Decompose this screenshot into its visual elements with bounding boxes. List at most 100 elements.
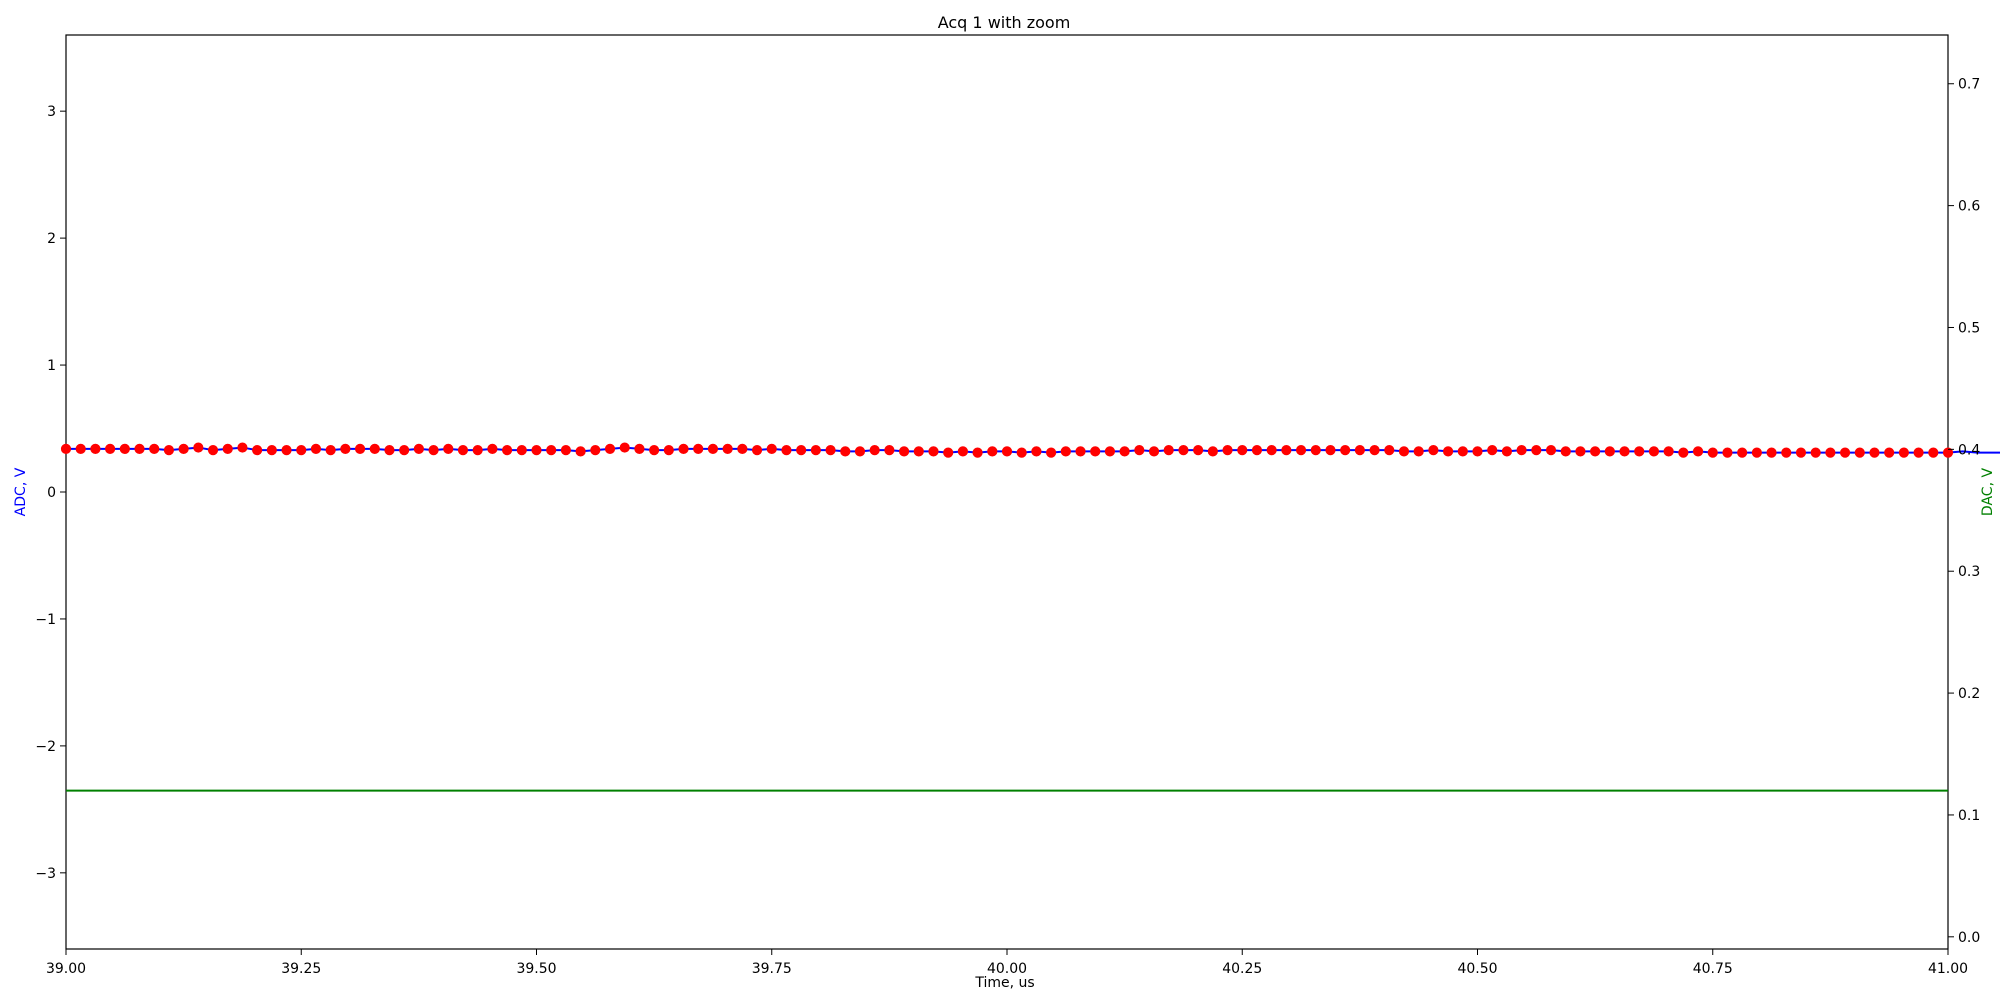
adc-data-point [1869, 447, 1880, 458]
adc-data-point [1472, 446, 1483, 457]
adc-data-point [678, 443, 689, 454]
adc-data-point [1692, 446, 1704, 457]
adc-data-point [1148, 446, 1160, 457]
adc-data-point [1604, 446, 1615, 457]
adc-data-point [1075, 446, 1086, 457]
series-layer [60, 442, 2000, 792]
adc-data-point [884, 445, 895, 456]
adc-data-point [840, 446, 851, 457]
adc-data-point [1104, 446, 1116, 457]
adc-data-point [913, 446, 924, 457]
adc-data-point [60, 443, 72, 454]
adc-data-point [237, 442, 248, 453]
adc-data-point [546, 445, 557, 456]
y-left-tick-label: 0 [47, 485, 56, 501]
x-tick-label: 40.75 [1693, 961, 1733, 977]
y-axis-left-title: ADC, V [13, 467, 29, 516]
adc-data-point [1928, 447, 1939, 458]
adc-data-point [1060, 446, 1071, 457]
x-tick-label: 39.50 [516, 961, 556, 977]
adc-data-point [354, 443, 366, 454]
chart-title: Acq 1 with zoom [938, 13, 1071, 32]
adc-data-point [222, 443, 233, 454]
adc-data-point [472, 445, 483, 456]
x-axis: 39.00 39.25 39.50 39.75 40.00 40.25 40.50 40.75… [46, 949, 1968, 977]
adc-data-point [1178, 445, 1189, 456]
adc-data-point [1678, 447, 1689, 458]
adc-data-point [369, 443, 380, 454]
adc-data-point [1354, 445, 1365, 456]
adc-data-point [1369, 445, 1380, 456]
adc-data-point [590, 445, 601, 456]
adc-data-point [619, 442, 630, 453]
adc-data-point [1516, 445, 1527, 456]
adc-data-point [1340, 445, 1351, 456]
adc-data-point [1634, 446, 1645, 457]
adc-data-point [1501, 446, 1513, 457]
adc-data-point [193, 442, 204, 453]
adc-data-point [1237, 445, 1248, 456]
adc-data-point [575, 446, 586, 457]
adc-data-point [854, 446, 866, 457]
adc-data-point [1398, 446, 1410, 457]
adc-data-point [1163, 445, 1174, 456]
adc-data-point [1575, 446, 1586, 457]
adc-data-point [1898, 447, 1909, 458]
adc-data-point [1134, 445, 1145, 456]
adc-data-point [987, 446, 998, 457]
adc-data-point [1590, 446, 1601, 457]
adc-data-point [810, 445, 821, 456]
adc-data-point [1619, 446, 1630, 457]
adc-data-point [1663, 446, 1674, 457]
adc-data-point [972, 447, 983, 458]
adc-data-point [340, 443, 351, 454]
adc-data-point [560, 445, 572, 456]
y-left-tick-label: 2 [47, 231, 56, 247]
y-right-tick-label: 0.2 [1958, 686, 1980, 702]
y-left-tick-label: 1 [47, 358, 56, 374]
adc-data-point [1560, 446, 1571, 457]
adc-data-point [796, 445, 807, 456]
adc-data-point [737, 443, 748, 454]
adc-data-point [1766, 447, 1777, 458]
y-axis-right: 0.0 0.1 0.2 0.3 0.4 0.5 0.6 0.7 [1948, 77, 1980, 946]
adc-data-point [751, 445, 763, 456]
adc-data-point [90, 443, 101, 454]
y-right-tick-label: 0.0 [1958, 930, 1980, 946]
adc-data-point [413, 443, 424, 454]
adc-data-point [707, 443, 719, 454]
adc-data-point [781, 445, 792, 456]
y-left-tick-label: −2 [35, 739, 56, 755]
y-left-tick-label: −3 [35, 866, 56, 882]
adc-data-point [1266, 445, 1277, 456]
y-axis-right-title: DAC, V [1980, 468, 1996, 517]
adc-data-point [516, 445, 527, 456]
y-left-tick-label: 3 [47, 104, 56, 120]
y-right-tick-label: 0.4 [1958, 442, 1980, 458]
adc-data-point [943, 447, 954, 458]
plot-frame [65, 34, 1949, 950]
adc-data-point [1825, 447, 1836, 458]
adc-data-point [1119, 446, 1130, 457]
adc-data-point [1222, 445, 1233, 456]
adc-data-point [1545, 445, 1557, 456]
adc-data-point [1457, 446, 1468, 457]
adc-data-point [1251, 445, 1263, 456]
adc-data-point [1016, 447, 1027, 458]
adc-data-point [457, 445, 469, 456]
adc-data-point [1413, 446, 1424, 457]
y-right-tick-label: 0.1 [1958, 808, 1980, 824]
adc-data-point [1090, 446, 1101, 457]
x-axis-title: Time, us [974, 975, 1034, 991]
adc-data-point [531, 445, 542, 456]
x-tick-label: 39.25 [281, 961, 321, 977]
adc-data-point [957, 446, 968, 457]
adc-data-point [1325, 445, 1336, 456]
adc-data-point [1839, 447, 1851, 458]
x-tick-label: 40.50 [1457, 961, 1497, 977]
adc-data-point [281, 445, 292, 456]
adc-data-point [310, 443, 322, 454]
x-tick-label: 39.75 [752, 961, 792, 977]
adc-data-point [487, 443, 498, 454]
